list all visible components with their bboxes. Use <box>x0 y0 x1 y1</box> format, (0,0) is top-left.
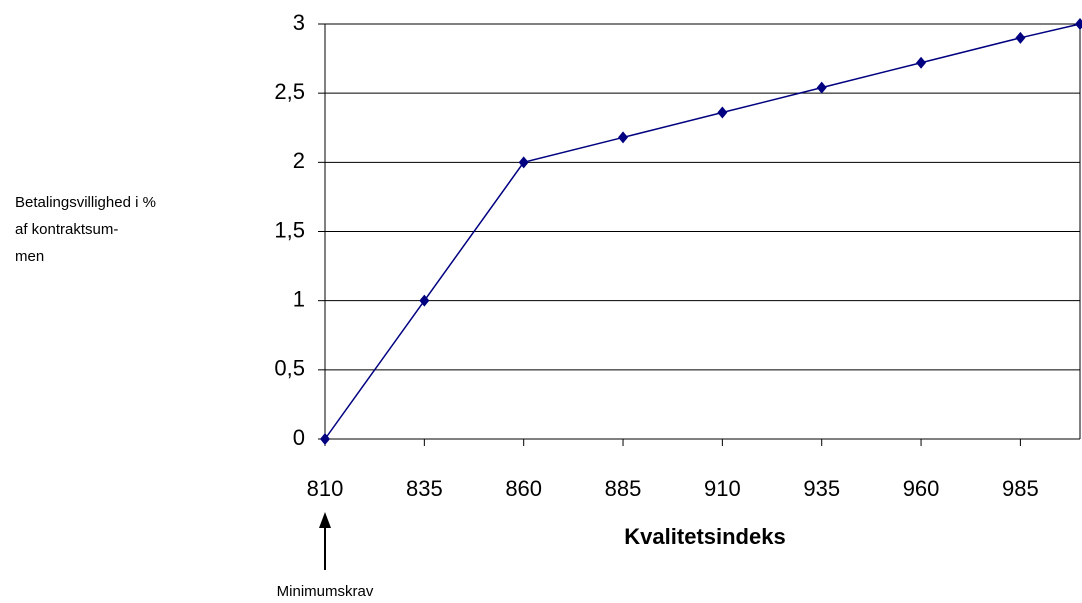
marker <box>618 131 629 144</box>
x-tick-label: 860 <box>505 476 542 501</box>
y-tick-label: 0,5 <box>274 356 305 381</box>
marker <box>1015 31 1026 44</box>
annotation: Minimumskrav <box>277 583 374 600</box>
marker <box>717 106 728 119</box>
marker <box>916 56 927 69</box>
x-axis-label: Kvalitetsindeks <box>624 524 785 549</box>
arrow-head <box>319 512 331 528</box>
x-tick-label: 960 <box>903 476 940 501</box>
marker <box>1075 18 1082 30</box>
y-tick-label: 0 <box>293 425 305 450</box>
marker <box>419 294 430 307</box>
x-tick-label: 810 <box>307 476 344 501</box>
marker <box>518 156 529 169</box>
y-tick-label: 1 <box>293 286 305 311</box>
y-axis-label: men <box>15 248 44 265</box>
x-tick-label: 885 <box>605 476 642 501</box>
x-tick-label: 985 <box>1002 476 1039 501</box>
y-tick-label: 3 <box>293 10 305 35</box>
y-axis-label: af kontraktsum- <box>15 221 118 238</box>
y-tick-label: 2 <box>293 148 305 173</box>
x-tick-label: 910 <box>704 476 741 501</box>
y-tick-label: 2,5 <box>274 79 305 104</box>
marker <box>816 81 827 94</box>
x-tick-label: 935 <box>803 476 840 501</box>
marker <box>320 433 330 445</box>
x-tick-label: 835 <box>406 476 443 501</box>
y-axis-label: Betalingsvillighed i % <box>15 194 156 211</box>
y-tick-label: 1,5 <box>274 217 305 242</box>
